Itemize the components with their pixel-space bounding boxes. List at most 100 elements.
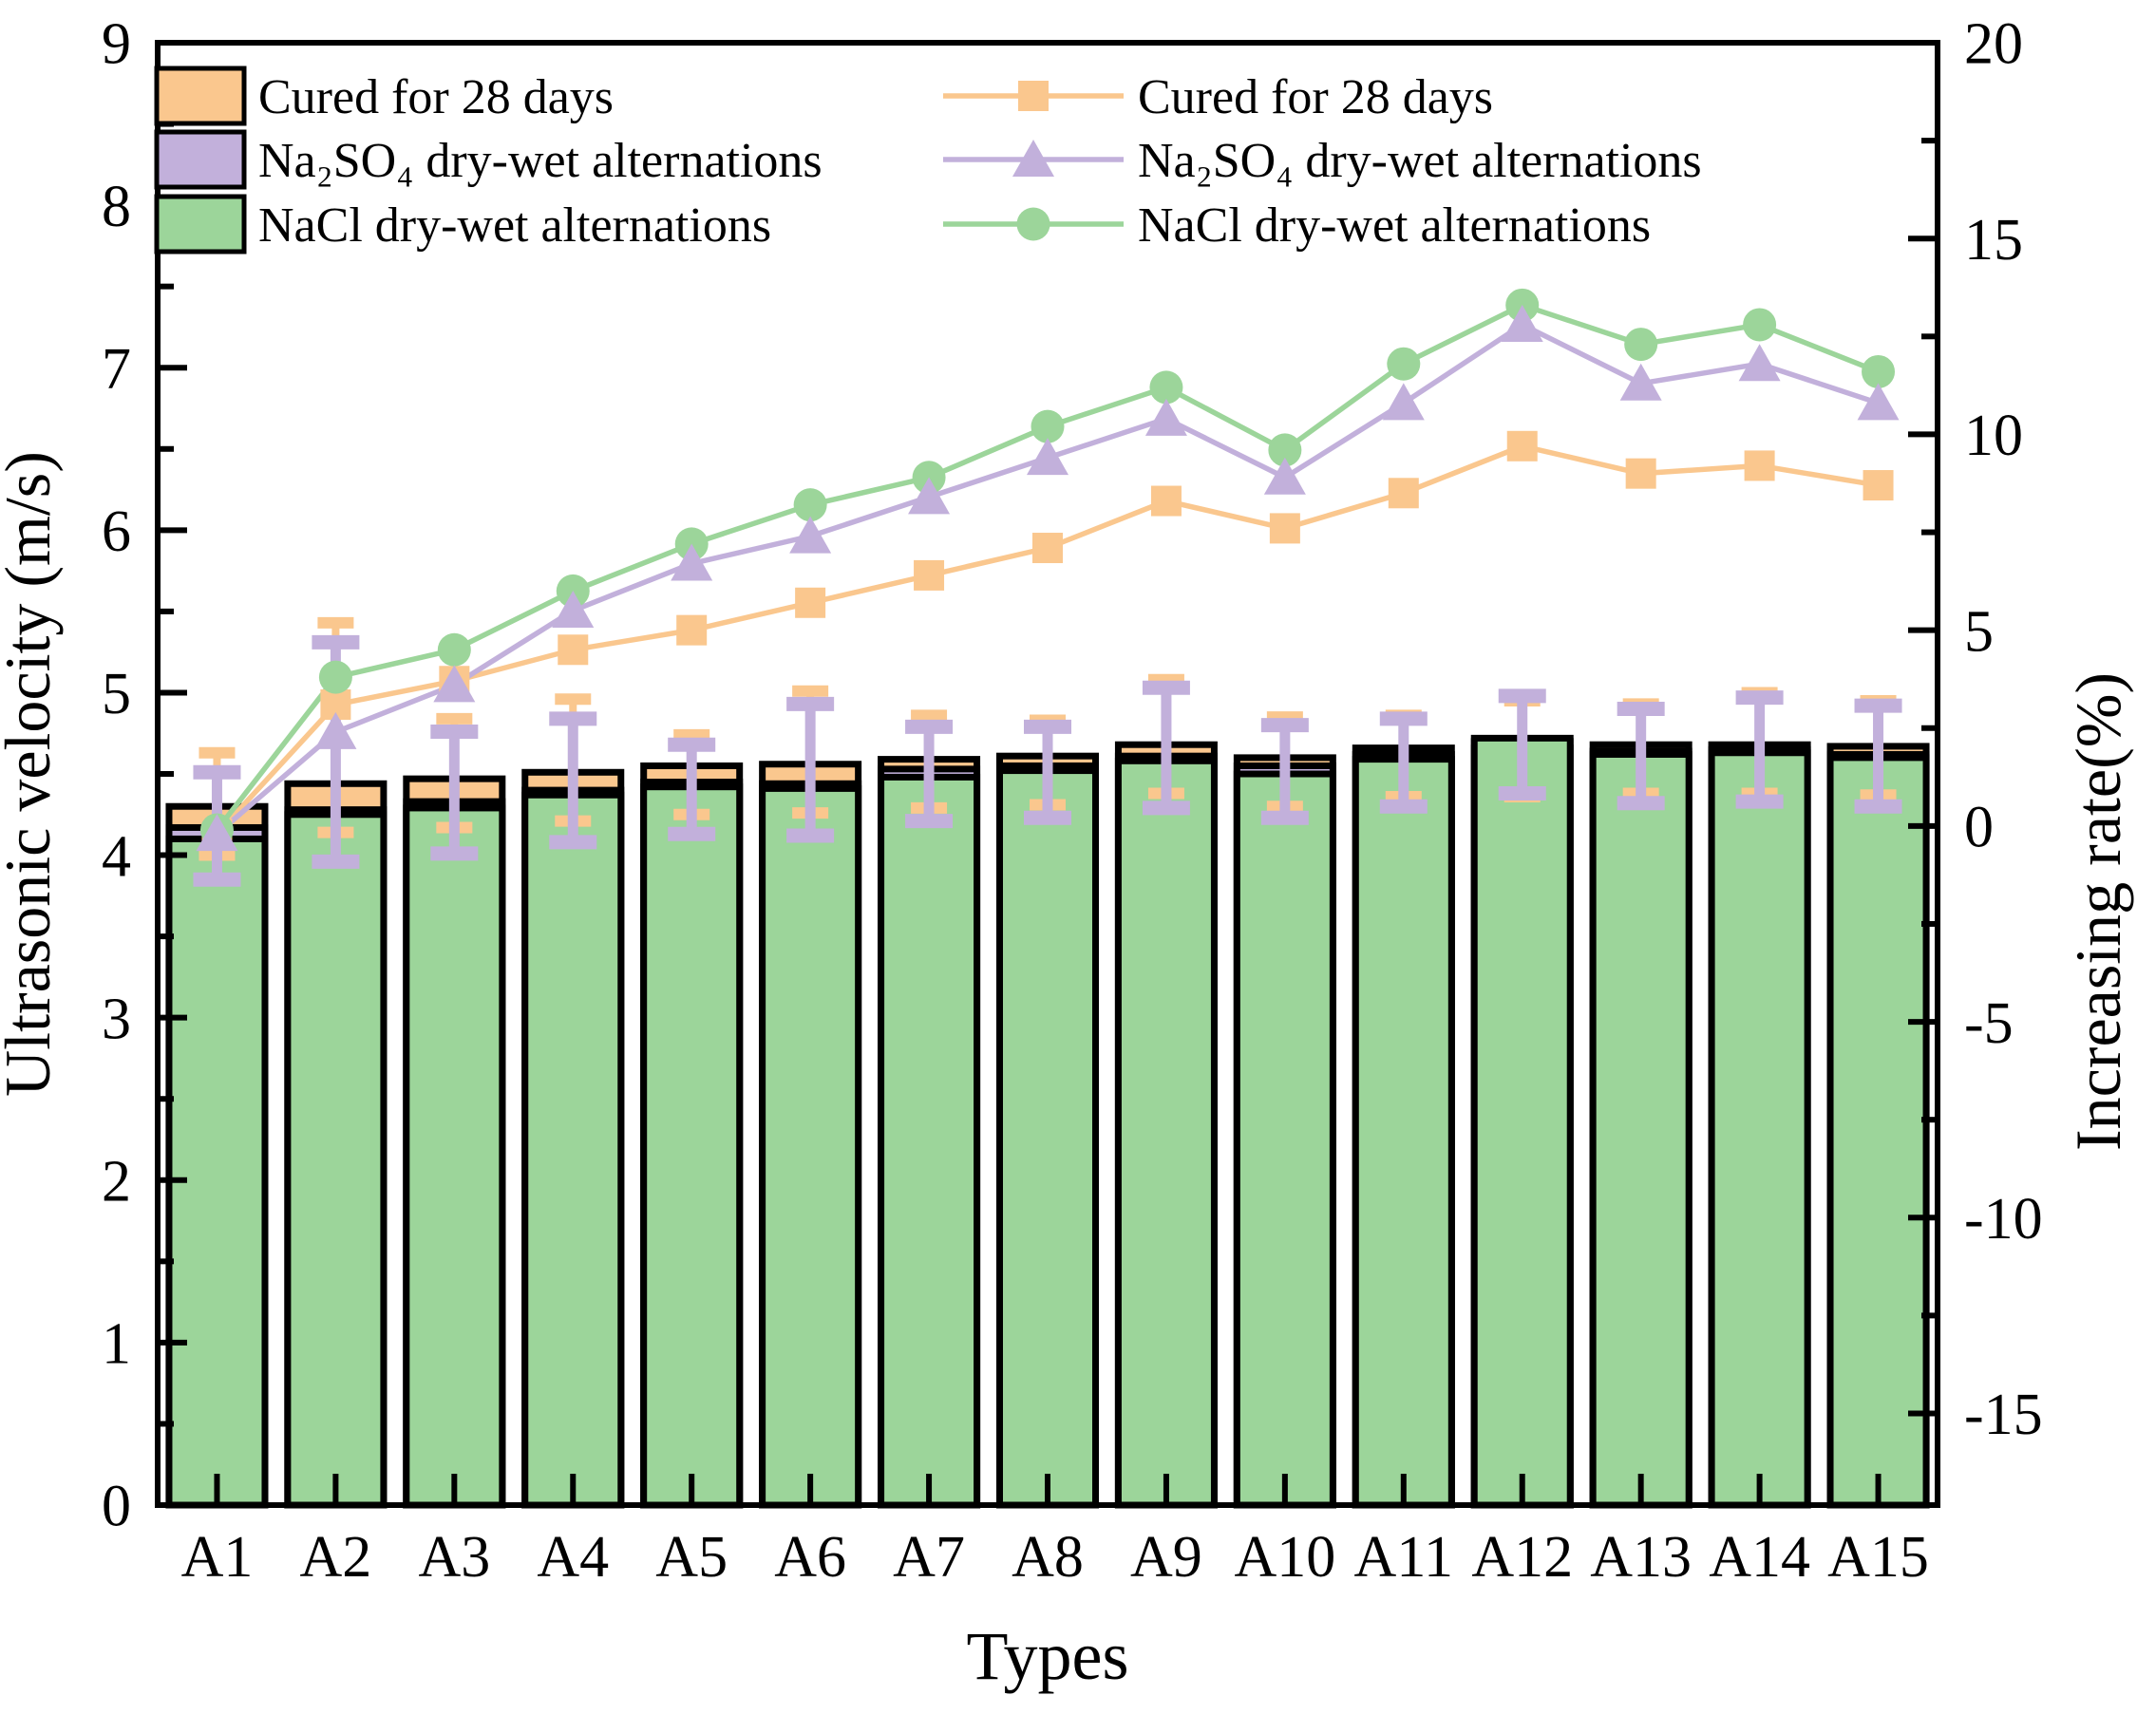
errorbars-purple bbox=[193, 634, 1902, 887]
right-tick-label: 5 bbox=[1964, 599, 1994, 664]
plot-frame bbox=[155, 40, 1940, 1508]
marker-square-A9 bbox=[1150, 485, 1182, 517]
marker-triangle-A5 bbox=[671, 543, 713, 581]
marker-triangle-A13 bbox=[1619, 363, 1662, 401]
left-tick-label: 0 bbox=[102, 1475, 131, 1539]
right-tick-label: 20 bbox=[1964, 12, 2023, 77]
x-tick-label-A2: A2 bbox=[300, 1525, 372, 1590]
x-tick-label-A11: A11 bbox=[1354, 1525, 1453, 1590]
bar-green-A3 bbox=[403, 804, 506, 1509]
legend-bar-label-0: Cured for 28 days bbox=[258, 70, 614, 124]
marker-square-A8 bbox=[1032, 533, 1063, 564]
bar-green-A6 bbox=[759, 784, 862, 1509]
bar-green-A13 bbox=[1589, 750, 1693, 1509]
left-tick-label: 3 bbox=[102, 987, 131, 1051]
right-tick-label: 10 bbox=[1964, 404, 2023, 468]
bar-green-A12 bbox=[1470, 734, 1574, 1509]
markers-orange bbox=[201, 430, 1894, 850]
legend-bar-label-1: Na₂SO₄ dry-wet alternations bbox=[258, 134, 823, 188]
marker-triangle-A6 bbox=[789, 516, 832, 554]
marker-triangle-A4 bbox=[552, 591, 595, 629]
legend-marker-circle bbox=[1016, 207, 1050, 241]
bar-green-A11 bbox=[1352, 756, 1455, 1509]
x-tick-label-A3: A3 bbox=[418, 1525, 490, 1590]
marker-circle-A8 bbox=[1031, 409, 1065, 443]
marker-circle-A13 bbox=[1624, 328, 1658, 362]
marker-triangle-A2 bbox=[314, 711, 357, 749]
x-tick-label-A15: A15 bbox=[1827, 1525, 1929, 1590]
marker-square-A6 bbox=[795, 587, 826, 618]
bar-green-A10 bbox=[1233, 770, 1336, 1509]
marker-triangle-A10 bbox=[1263, 457, 1306, 495]
marker-triangle-A7 bbox=[908, 477, 951, 515]
bar-green-A5 bbox=[640, 783, 744, 1509]
legend-bars: Cured for 28 days Na₂SO₄ dry-wet alternat… bbox=[154, 66, 823, 254]
marker-square-A7 bbox=[914, 559, 945, 591]
x-axis-title: Types bbox=[967, 1618, 1129, 1694]
marker-circle-A14 bbox=[1743, 308, 1777, 342]
marker-square-A14 bbox=[1744, 450, 1775, 481]
left-tick-label: 8 bbox=[102, 175, 131, 239]
axes-group: 0 1 2 3 4 5 6 7 8 9 20 15 10 5 0 -5 -10 -15 A1 A2 A3 A4 A5 A6 A7… bbox=[0, 12, 2134, 1694]
right-tick-label: -10 bbox=[1964, 1187, 2043, 1252]
legend-lines: Cured for 28 days Na₂SO₄ dry-wet alternat… bbox=[943, 70, 1702, 253]
markers-purple bbox=[196, 304, 1900, 852]
marker-circle-A2 bbox=[318, 660, 352, 694]
bar-series-green bbox=[165, 734, 1930, 1509]
legend-line-label-2: NaCl dry-wet alternations bbox=[1138, 198, 1651, 253]
left-tick-label: 1 bbox=[102, 1312, 131, 1377]
x-tick-label-A5: A5 bbox=[655, 1525, 728, 1590]
marker-square-A13 bbox=[1625, 458, 1656, 489]
marker-triangle-A11 bbox=[1382, 383, 1425, 421]
marker-triangle-A1 bbox=[196, 814, 238, 852]
marker-square-A15 bbox=[1863, 470, 1894, 501]
right-tick-label: -15 bbox=[1964, 1383, 2043, 1447]
right-tick-label: 15 bbox=[1964, 208, 2023, 273]
x-tick-label-A13: A13 bbox=[1590, 1525, 1692, 1590]
x-tick-label-A6: A6 bbox=[774, 1525, 846, 1590]
bar-green-A8 bbox=[996, 767, 1099, 1509]
bars-group bbox=[165, 734, 1930, 1509]
legend-marker-square bbox=[1018, 81, 1049, 111]
x-tick-label-A10: A10 bbox=[1234, 1525, 1335, 1590]
legend-bar-label-2: NaCl dry-wet alternations bbox=[258, 198, 771, 253]
x-tick-label-A9: A9 bbox=[1130, 1525, 1202, 1590]
marker-square-A4 bbox=[558, 634, 589, 666]
bar-green-A1 bbox=[165, 835, 269, 1509]
marker-triangle-A14 bbox=[1738, 344, 1781, 382]
legend-swatch-purple bbox=[154, 129, 247, 190]
x-tick-label-A1: A1 bbox=[181, 1525, 254, 1590]
left-tick-label: 5 bbox=[102, 662, 131, 726]
x-tick-label-A12: A12 bbox=[1471, 1525, 1573, 1590]
left-tick-label: 2 bbox=[102, 1149, 131, 1214]
right-axis-title: Increasing rate(%) bbox=[2062, 672, 2134, 1151]
marker-square-A11 bbox=[1388, 478, 1419, 509]
marker-triangle-A15 bbox=[1857, 383, 1900, 421]
marker-square-A12 bbox=[1506, 430, 1538, 461]
left-tick-label: 4 bbox=[102, 824, 131, 889]
legend-marker-triangle bbox=[1012, 140, 1054, 177]
right-tick-label: 0 bbox=[1964, 796, 1994, 860]
marker-square-A10 bbox=[1269, 513, 1300, 544]
x-tick-label-A14: A14 bbox=[1709, 1525, 1810, 1590]
right-tick-label: -5 bbox=[1964, 991, 2014, 1056]
legend-line-label-1: Na₂SO₄ dry-wet alternations bbox=[1138, 134, 1702, 188]
legend-swatch-green bbox=[154, 194, 247, 254]
marker-circle-A15 bbox=[1862, 354, 1896, 388]
bar-green-A14 bbox=[1708, 749, 1811, 1509]
marker-circle-A10 bbox=[1268, 433, 1302, 467]
marker-triangle-A9 bbox=[1144, 398, 1187, 436]
bar-green-A9 bbox=[1114, 757, 1218, 1509]
marker-circle-A3 bbox=[437, 632, 471, 667]
legend-line-label-0: Cured for 28 days bbox=[1138, 70, 1493, 124]
left-axis-title: Ultrasonic velocity (m/s) bbox=[0, 451, 64, 1097]
marker-circle-A6 bbox=[793, 488, 827, 522]
marker-triangle-A3 bbox=[433, 665, 476, 703]
marker-circle-A11 bbox=[1387, 347, 1421, 381]
legend-swatch-orange bbox=[154, 66, 247, 126]
marker-square-A5 bbox=[676, 614, 708, 646]
x-tick-label-A4: A4 bbox=[537, 1525, 609, 1590]
marker-triangle-A12 bbox=[1501, 304, 1543, 342]
